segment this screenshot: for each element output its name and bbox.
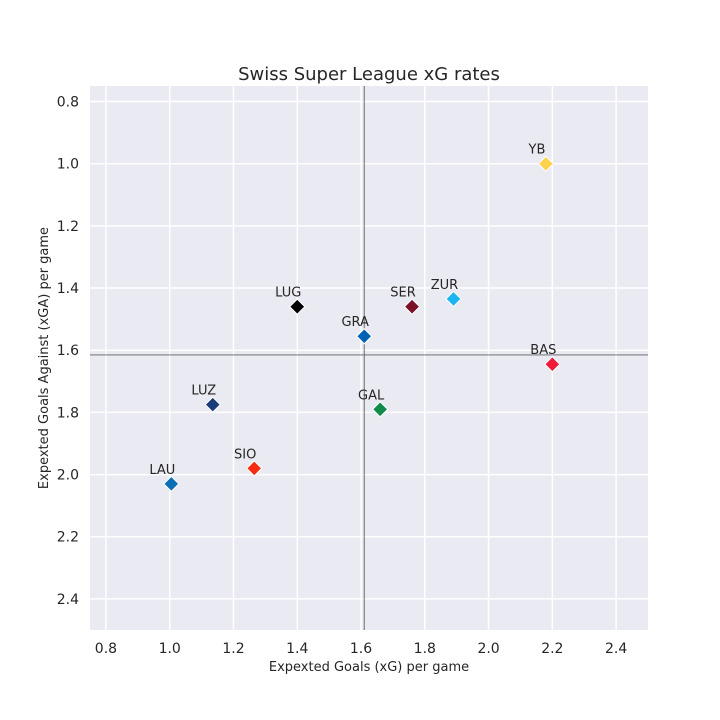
data-label-lau: LAU bbox=[149, 463, 175, 478]
y-tick-label: 2.2 bbox=[57, 530, 79, 546]
chart-title: Swiss Super League xG rates bbox=[238, 64, 500, 85]
x-tick-label: 2.0 bbox=[477, 641, 499, 657]
data-label-bas: BAS bbox=[530, 343, 556, 358]
x-tick-label: 2.2 bbox=[541, 641, 563, 657]
data-label-gal: GAL bbox=[358, 388, 385, 403]
data-point-lau bbox=[163, 475, 180, 493]
data-label-yb: YB bbox=[528, 143, 546, 158]
x-tick-label: 1.0 bbox=[159, 641, 181, 657]
data-point-ser bbox=[403, 298, 421, 315]
y-tick-label: 1.6 bbox=[57, 343, 79, 359]
y-tick-label: 2.0 bbox=[57, 468, 79, 484]
data-label-luz: LUZ bbox=[191, 384, 216, 399]
plot-background bbox=[90, 86, 648, 630]
data-point-sio bbox=[246, 460, 263, 477]
data-point-yb bbox=[537, 155, 555, 172]
x-tick-label: 1.4 bbox=[286, 641, 308, 657]
data-label-sio: SIO bbox=[234, 447, 256, 462]
y-tick-label: 0.8 bbox=[57, 95, 79, 111]
x-tick-label: 0.8 bbox=[95, 641, 117, 657]
data-point-luz bbox=[204, 396, 221, 413]
data-label-gra: GRA bbox=[341, 315, 369, 330]
data-point-gra bbox=[356, 328, 373, 345]
data-label-zur: ZUR bbox=[431, 278, 458, 293]
y-tick-label: 1.8 bbox=[57, 405, 79, 421]
data-point-zur bbox=[445, 290, 462, 308]
x-tick-label: 1.8 bbox=[414, 641, 436, 657]
data-point-bas bbox=[544, 356, 561, 373]
x-tick-label: 1.6 bbox=[350, 641, 372, 657]
y-tick-label: 1.2 bbox=[57, 219, 79, 235]
y-tick-label: 2.4 bbox=[57, 592, 79, 608]
y-tick-label: 1.4 bbox=[57, 281, 79, 297]
y-axis-label: Expexted Goals Against (xGA) per game bbox=[37, 227, 52, 489]
plot-area: 0.8 1.0 1.2 1.4 1.6 1.8 2.0 2.2 2.4 0.8 1.0 1.2 1.4 1… bbox=[57, 86, 648, 657]
x-tick-label: 2.4 bbox=[605, 641, 627, 657]
data-point-gal bbox=[371, 401, 389, 418]
y-tick-label: 1.0 bbox=[57, 157, 79, 173]
data-label-lug: LUG bbox=[275, 286, 301, 301]
x-axis-label: Expexted Goals (xG) per game bbox=[269, 660, 469, 675]
data-label-ser: SER bbox=[390, 286, 416, 301]
x-tick-label: 1.2 bbox=[222, 641, 244, 657]
data-point-lug bbox=[289, 298, 306, 315]
